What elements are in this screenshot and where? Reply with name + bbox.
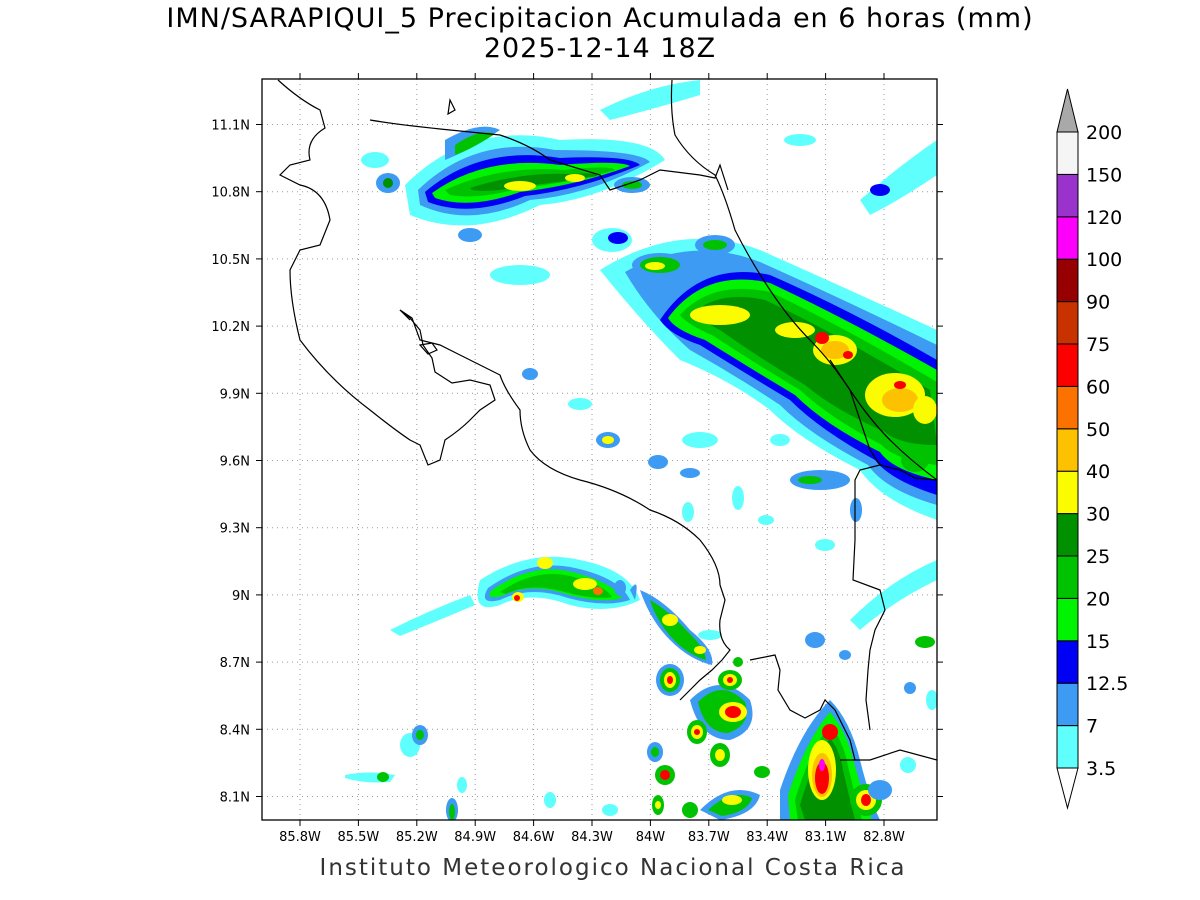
lat-label: 10.5N bbox=[211, 253, 250, 268]
colorbar-level-label: 60 bbox=[1086, 376, 1110, 398]
colorbar-swatch bbox=[1056, 555, 1079, 599]
map-subtitle: 2025-12-14 18Z bbox=[483, 33, 717, 64]
rain-band-caribbean bbox=[600, 80, 937, 520]
lat-label: 8.7N bbox=[220, 656, 250, 671]
colorbar-swatch bbox=[1056, 725, 1079, 769]
colorbar-swatch bbox=[1056, 343, 1079, 387]
colorbar-swatch bbox=[1056, 173, 1079, 218]
lat-label: 9.3N bbox=[220, 522, 250, 537]
colorbar-level-label: 150 bbox=[1086, 164, 1122, 186]
colorbar-level-label: 90 bbox=[1086, 292, 1110, 314]
lon-label: 85.2W bbox=[396, 830, 438, 845]
colorbar-level-label: 20 bbox=[1086, 588, 1110, 610]
lon-label: 84.3W bbox=[571, 830, 613, 845]
lat-label: 8.4N bbox=[220, 723, 250, 738]
colorbar-min-arrow bbox=[1056, 767, 1079, 810]
colorbar bbox=[1056, 88, 1079, 810]
colorbar-swatch bbox=[1056, 385, 1079, 430]
latitude-labels: 11.1N 10.8N 10.5N 10.2N 9.9N 9.6N 9.3N 9N 8.7N 8.… bbox=[211, 119, 250, 806]
longitude-labels: 85.8W 85.5W 85.2W 84.9W 84.6W 84.3W 84W 83.7W 83… bbox=[279, 830, 905, 845]
rain-scattered-central bbox=[522, 368, 862, 551]
colorbar-swatch bbox=[1056, 131, 1079, 175]
colorbar-swatch bbox=[1056, 682, 1079, 727]
colorbar-level-label: 12.5 bbox=[1086, 673, 1128, 695]
lat-label: 10.2N bbox=[211, 320, 250, 335]
colorbar-level-label: 200 bbox=[1086, 122, 1122, 144]
lat-label: 10.8N bbox=[211, 186, 250, 201]
map-frame bbox=[261, 78, 938, 821]
colorbar-swatch bbox=[1056, 597, 1079, 642]
lat-label: 9.6N bbox=[220, 455, 250, 470]
lon-label: 84.9W bbox=[454, 830, 496, 845]
colorbar-level-label: 30 bbox=[1086, 504, 1110, 526]
colorbar-level-label: 75 bbox=[1086, 334, 1110, 356]
lon-label: 85.5W bbox=[337, 830, 379, 845]
map-title: IMN/SARAPIQUI_5 Precipitacion Acumulada … bbox=[166, 3, 1034, 34]
colorbar-level-label: 15 bbox=[1086, 631, 1110, 653]
precipitation-field bbox=[345, 80, 937, 820]
colorbar-swatch bbox=[1056, 258, 1079, 303]
lon-label: 84.6W bbox=[513, 830, 555, 845]
lon-label: 83.1W bbox=[805, 830, 847, 845]
colorbar-swatch bbox=[1056, 216, 1079, 260]
colorbar-max-arrow bbox=[1056, 88, 1079, 133]
colorbar-level-label: 25 bbox=[1086, 546, 1110, 568]
colorbar-level-label: 50 bbox=[1086, 419, 1110, 441]
lon-label: 85.8W bbox=[279, 830, 321, 845]
lon-label: 84W bbox=[636, 830, 666, 845]
rain-band-north bbox=[361, 126, 665, 285]
colorbar-swatch bbox=[1056, 428, 1079, 472]
colorbar-labels: 3.5 7 12.5 15 20 25 30 40 50 60 75 90 100 120 150 200 bbox=[1086, 122, 1128, 780]
lon-label: 83.7W bbox=[688, 830, 730, 845]
colorbar-level-label: 3.5 bbox=[1086, 758, 1116, 780]
colorbar-swatch bbox=[1056, 640, 1079, 684]
coastlines bbox=[277, 79, 937, 761]
lon-label: 82.8W bbox=[863, 830, 905, 845]
colorbar-level-label: 100 bbox=[1086, 249, 1122, 271]
lat-label: 8.1N bbox=[220, 791, 250, 806]
rain-band-south bbox=[345, 556, 937, 820]
credit-text: Instituto Meteorologico Nacional Costa R… bbox=[319, 855, 907, 881]
lat-label: 9.9N bbox=[220, 387, 250, 402]
lat-label: 11.1N bbox=[211, 119, 250, 134]
axis-ticks bbox=[256, 73, 943, 826]
lat-label: 9N bbox=[232, 589, 250, 604]
colorbar-swatch bbox=[1056, 301, 1079, 345]
colorbar-level-label: 40 bbox=[1086, 461, 1110, 483]
colorbar-level-label: 7 bbox=[1086, 716, 1098, 738]
lon-label: 83.4W bbox=[746, 830, 788, 845]
colorbar-swatch bbox=[1056, 513, 1079, 557]
colorbar-level-label: 120 bbox=[1086, 207, 1122, 229]
colorbar-swatch bbox=[1056, 470, 1079, 515]
